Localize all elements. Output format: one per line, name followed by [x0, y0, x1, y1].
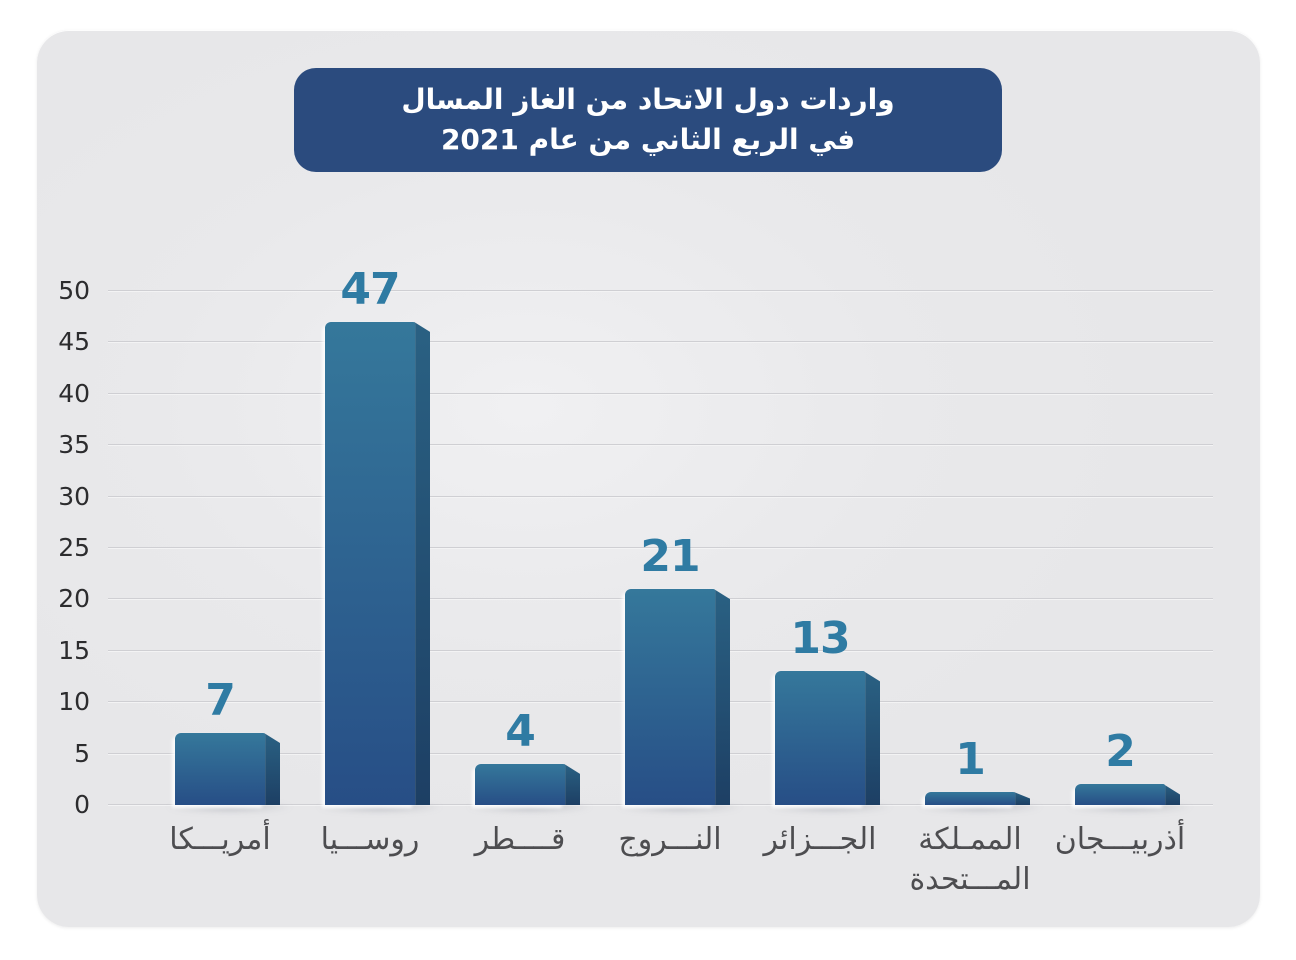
y-tick-label: 20 — [58, 584, 90, 614]
bar-side-face — [264, 733, 280, 805]
chart-title-box: واردات دول الاتحاد من الغاز المسال في ال… — [294, 68, 1002, 172]
chart-title-line-2: في الربع الثاني من عام 2021 — [440, 123, 856, 156]
bar — [925, 792, 1015, 805]
y-tick-label: 5 — [74, 738, 90, 768]
x-axis-label: روســـيا — [320, 822, 420, 857]
x-axis-label: الجـــزائر — [763, 822, 877, 857]
y-tick-label: 25 — [58, 533, 90, 562]
y-tick-label: 15 — [58, 635, 90, 665]
bar-side-face — [714, 589, 730, 805]
bar-value-label: 1 — [955, 734, 986, 785]
bar-value-label: 2 — [1105, 726, 1136, 778]
bar-value-label: 47 — [340, 263, 400, 315]
bar — [1075, 784, 1165, 805]
y-tick-label: 30 — [58, 481, 90, 511]
bar-side-face — [564, 763, 580, 805]
bar-side-face — [864, 671, 880, 805]
gridline — [108, 495, 1213, 498]
gridline — [108, 341, 1213, 344]
y-tick-label: 10 — [58, 687, 90, 717]
bar-value-label: 13 — [790, 613, 850, 665]
bar — [475, 763, 565, 805]
bar-value-label: 7 — [205, 675, 236, 727]
bar — [775, 671, 865, 805]
bar-value-label: 4 — [505, 705, 536, 757]
bar-value-label: 21 — [640, 531, 700, 583]
bar — [325, 321, 415, 805]
x-axis-label: النـــروج — [618, 822, 722, 857]
y-tick-label: 0 — [74, 790, 90, 819]
x-axis-label: أذربيـــجان — [1054, 822, 1186, 857]
y-tick-label: 50 — [58, 276, 90, 305]
x-axis-label: أمريـــكا — [169, 822, 271, 857]
gridline — [108, 804, 1213, 806]
x-axis-label: الممـلكة المـــتحدة — [909, 822, 1031, 897]
y-tick-label: 45 — [58, 327, 90, 357]
chart-title-line-1: واردات دول الاتحاد من الغاز المسال — [401, 83, 895, 116]
bar-side-face — [414, 321, 430, 805]
x-axis-label: قــــطر — [474, 822, 566, 857]
bar — [175, 733, 265, 805]
gridline — [108, 290, 1213, 292]
y-tick-label: 35 — [58, 430, 90, 460]
gridline — [108, 547, 1213, 549]
gridline — [108, 392, 1213, 395]
y-tick-label: 40 — [58, 378, 90, 408]
bar — [625, 589, 715, 805]
gridline — [108, 444, 1213, 447]
